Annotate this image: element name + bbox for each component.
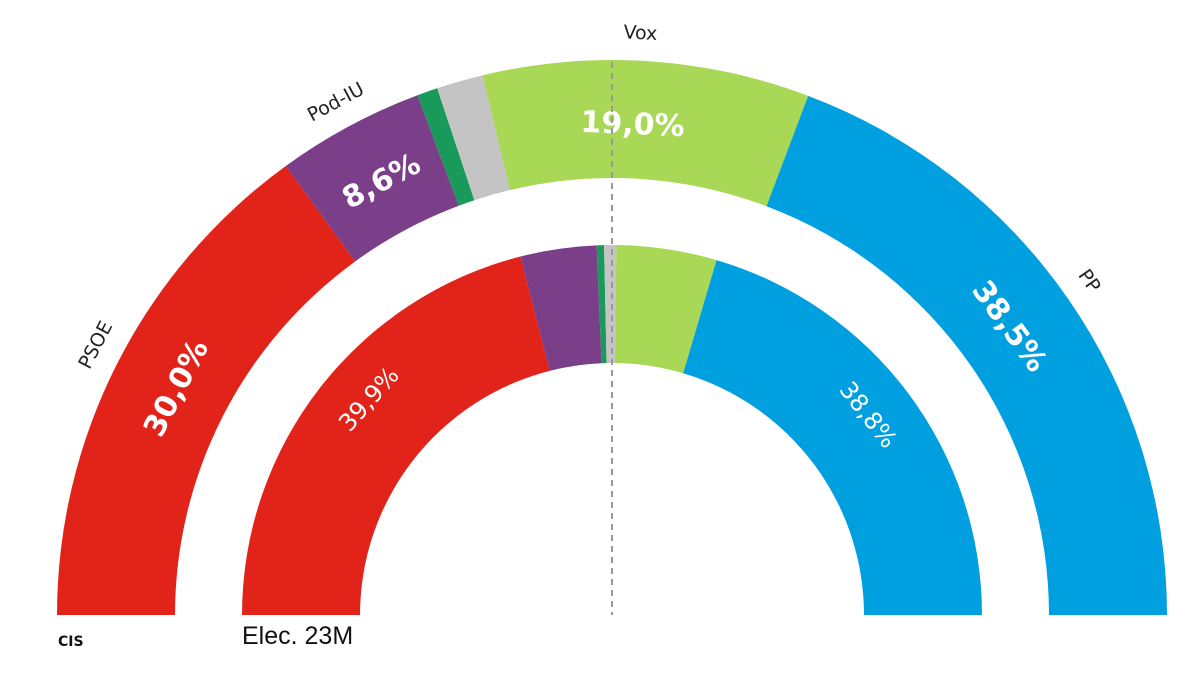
outer-segment-other-2 <box>417 88 475 206</box>
inner-ring-label: Elec. 23M <box>242 622 354 650</box>
inner-segment-psoe-0 <box>242 256 550 615</box>
outer-segment-pod-iu-1 <box>285 95 459 262</box>
party-name-label: PP <box>1074 265 1105 296</box>
outer-segment-psoe-0 <box>57 165 356 615</box>
source-label-cis: CIS <box>58 634 84 650</box>
outer-segment-vox-4 <box>482 60 809 207</box>
outer-segment-pp-5 <box>766 95 1167 616</box>
party-name-label: Vox <box>623 21 658 45</box>
inner-segment-other-2 <box>596 245 607 364</box>
inner-segment-pod-iu-1 <box>520 245 602 371</box>
inner-segment-other-3 <box>604 244 617 364</box>
party-name-label: Pod-IU <box>304 78 368 126</box>
outer-segment-other-3 <box>437 75 510 201</box>
party-name-label: PSOE <box>74 318 117 373</box>
outer-value-label: 19,0% <box>580 105 685 144</box>
inner-segment-pp-5 <box>683 260 982 615</box>
inner-segment-vox-4 <box>614 245 717 374</box>
